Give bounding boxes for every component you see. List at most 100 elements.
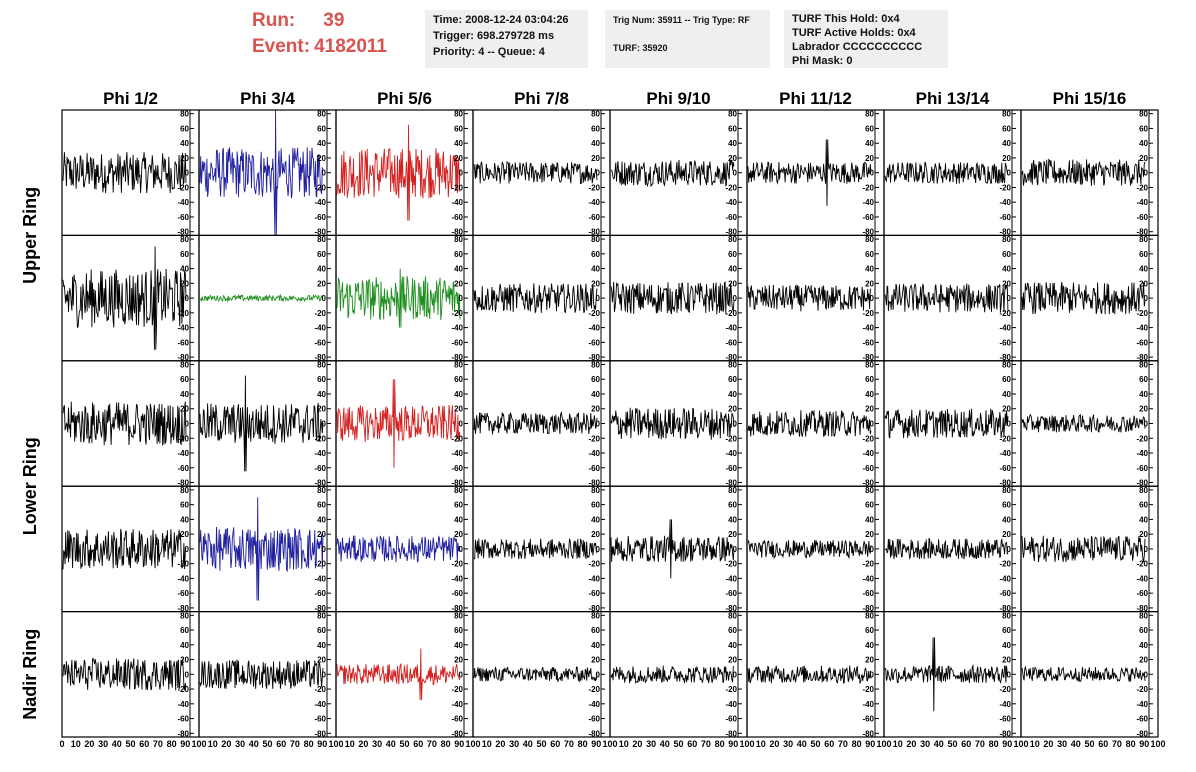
- y-tick-label: -40: [725, 449, 737, 458]
- y-tick-label: 60: [1139, 375, 1148, 384]
- y-tick-label: -60: [1136, 213, 1148, 222]
- y-tick-label: -20: [862, 685, 874, 694]
- y-tick-label: 40: [317, 139, 326, 148]
- x-tick-label: 90: [454, 739, 464, 749]
- x-tick-label: 100: [602, 739, 617, 749]
- y-tick-label: 60: [728, 250, 737, 259]
- x-tick-label: 80: [304, 739, 314, 749]
- y-tick-label: -80: [451, 479, 463, 488]
- y-tick-label: -20: [725, 685, 737, 694]
- y-tick-label: 0: [733, 670, 738, 679]
- y-tick-label: -20: [999, 434, 1011, 443]
- y-tick-label: -40: [999, 574, 1011, 583]
- y-tick-label: 80: [180, 360, 189, 369]
- x-tick-label: 40: [386, 739, 396, 749]
- y-tick-label: -20: [725, 560, 737, 569]
- waveform-trace: [473, 161, 598, 185]
- y-tick-label: -60: [1136, 715, 1148, 724]
- trig-info-box: Trig Num: 35911 -- Trig Type: RF TURF: 3…: [605, 10, 770, 68]
- y-tick-label: -60: [862, 715, 874, 724]
- x-tick-label: 30: [920, 739, 930, 749]
- y-tick-label: 20: [454, 656, 463, 665]
- waveform-trace: [1021, 535, 1146, 563]
- y-tick-label: -20: [999, 183, 1011, 192]
- event-label: Event:: [252, 36, 311, 57]
- y-tick-label: -40: [1136, 449, 1148, 458]
- x-tick-label: 30: [646, 739, 656, 749]
- waveform-trace: [62, 246, 187, 350]
- x-tick-label: 20: [769, 739, 779, 749]
- x-tick-label: 20: [1043, 739, 1053, 749]
- y-tick-label: 60: [728, 124, 737, 133]
- y-tick-label: 40: [1002, 515, 1011, 524]
- y-tick-label: 40: [1139, 641, 1148, 650]
- y-tick-label: -20: [451, 685, 463, 694]
- y-tick-label: 60: [317, 124, 326, 133]
- turf-info-box: TURF This Hold: 0x4 TURF Active Holds: 0…: [784, 10, 948, 68]
- y-tick-label: -60: [999, 464, 1011, 473]
- y-tick-label: -80: [999, 604, 1011, 613]
- x-tick-label: 20: [84, 739, 94, 749]
- y-tick-label: -60: [862, 338, 874, 347]
- x-tick-label: 90: [728, 739, 738, 749]
- y-tick-label: -40: [862, 198, 874, 207]
- y-tick-label: 0: [596, 670, 601, 679]
- y-tick-label: -20: [1136, 183, 1148, 192]
- y-tick-label: -60: [177, 464, 189, 473]
- y-tick-label: -20: [177, 560, 189, 569]
- y-tick-label: -80: [177, 228, 189, 237]
- column-title: Phi 13/14: [916, 89, 990, 108]
- y-tick-label: -60: [588, 715, 600, 724]
- y-tick-label: -80: [177, 479, 189, 488]
- x-tick-label: 100: [739, 739, 754, 749]
- y-tick-label: 80: [454, 235, 463, 244]
- y-tick-label: -80: [314, 353, 326, 362]
- y-tick-label: -80: [588, 228, 600, 237]
- y-tick-label: -40: [862, 324, 874, 333]
- y-tick-label: -40: [451, 198, 463, 207]
- x-tick-label: 50: [125, 739, 135, 749]
- y-tick-label: 60: [591, 250, 600, 259]
- event-line: Event: 4182011: [252, 34, 387, 60]
- x-tick-label: 10: [1030, 739, 1040, 749]
- y-tick-label: 80: [317, 235, 326, 244]
- y-tick-label: -60: [999, 589, 1011, 598]
- y-tick-label: 80: [1139, 486, 1148, 495]
- x-tick-label: 80: [852, 739, 862, 749]
- y-tick-label: 20: [1002, 530, 1011, 539]
- y-tick-label: 60: [454, 375, 463, 384]
- y-tick-label: -60: [725, 213, 737, 222]
- y-tick-label: -20: [999, 560, 1011, 569]
- y-tick-label: -40: [451, 324, 463, 333]
- x-tick-label: 90: [317, 739, 327, 749]
- y-tick-label: 60: [865, 124, 874, 133]
- y-tick-label: -40: [588, 700, 600, 709]
- y-tick-label: -40: [725, 700, 737, 709]
- y-tick-label: -40: [999, 700, 1011, 709]
- x-tick-label: 60: [687, 739, 697, 749]
- y-tick-label: 80: [180, 611, 189, 620]
- y-tick-label: -80: [1136, 604, 1148, 613]
- column-title: Phi 9/10: [646, 89, 710, 108]
- y-tick-label: 20: [317, 530, 326, 539]
- y-tick-label: -20: [725, 434, 737, 443]
- y-tick-label: 60: [317, 501, 326, 510]
- x-tick-label: 40: [1071, 739, 1081, 749]
- y-tick-label: 80: [865, 486, 874, 495]
- turf-active-text: TURF Active Holds: 0x4: [792, 27, 916, 39]
- y-tick-label: -40: [177, 198, 189, 207]
- y-tick-label: 0: [1144, 420, 1149, 429]
- waveform-trace: [62, 528, 187, 570]
- y-tick-label: 60: [591, 626, 600, 635]
- y-tick-label: 0: [185, 294, 190, 303]
- x-tick-label: 100: [191, 739, 206, 749]
- y-tick-label: -40: [588, 324, 600, 333]
- y-tick-label: -40: [1136, 198, 1148, 207]
- y-tick-label: -80: [999, 228, 1011, 237]
- y-tick-label: -20: [177, 685, 189, 694]
- waveform-trace: [199, 659, 324, 689]
- waveform-trace: [1021, 665, 1146, 682]
- y-tick-label: 60: [1139, 124, 1148, 133]
- y-tick-label: -40: [862, 700, 874, 709]
- y-tick-label: -80: [314, 604, 326, 613]
